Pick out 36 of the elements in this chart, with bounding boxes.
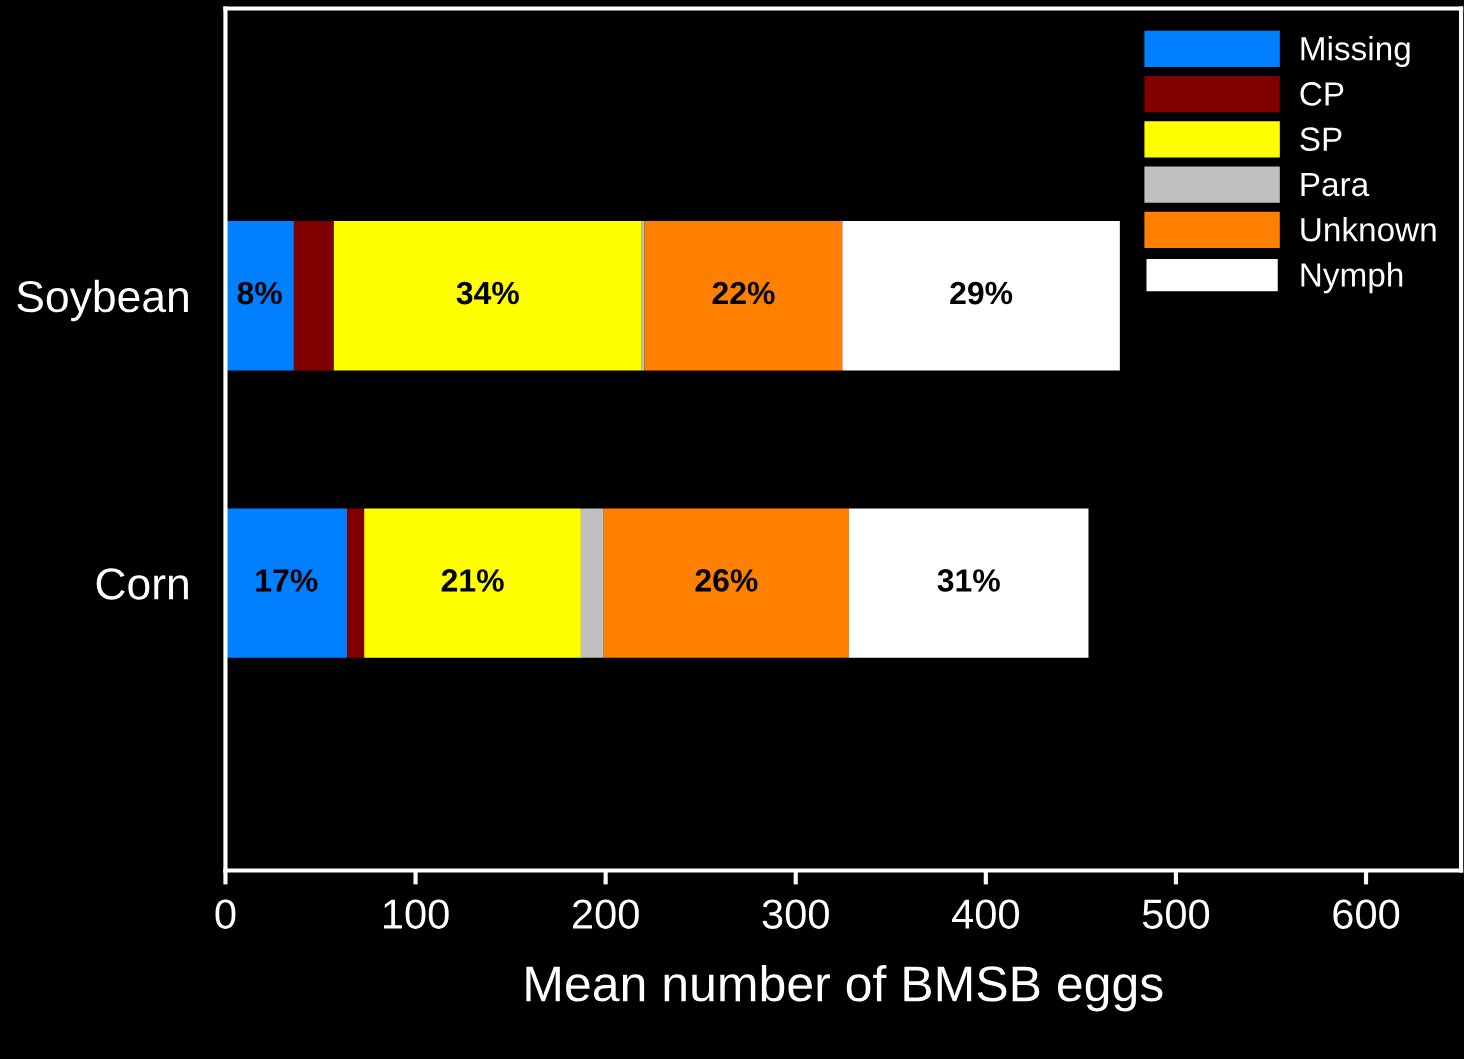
legend-label: Nymph [1301, 262, 1403, 294]
bar [603, 508, 849, 658]
annotation: 29% [950, 281, 1013, 305]
annotation: 8% [237, 281, 282, 305]
annotation: 31% [937, 569, 1000, 592]
x-axis-title: Mean number of BMSB eggs [526, 964, 1163, 1012]
bar [333, 221, 642, 371]
legend-label: Missing [1301, 35, 1410, 68]
bar [347, 508, 365, 658]
annotation: 26% [695, 569, 758, 592]
bar [364, 508, 581, 658]
bar [225, 508, 348, 658]
x-tick-label: 300 [762, 899, 829, 929]
y-tick-label: Soybean [17, 279, 188, 322]
legend-label: Unknown [1301, 216, 1436, 242]
x-tick-label: 100 [383, 899, 449, 929]
bar [842, 221, 1120, 371]
bar [848, 508, 1089, 658]
legend-label: CP [1300, 82, 1344, 106]
annotation: 34% [456, 281, 519, 305]
legend-label: SP [1300, 127, 1342, 151]
annotation: 17% [256, 569, 318, 592]
x-tick-label: 500 [1142, 899, 1210, 929]
x-tick-label: 200 [572, 899, 639, 929]
bar [293, 221, 334, 371]
y-tick-label: Corn [96, 568, 188, 600]
x-tick-label: 600 [1333, 899, 1400, 929]
x-tick-label: 400 [952, 899, 1019, 929]
annotation: 21% [441, 569, 504, 592]
annotation: 22% [712, 281, 775, 305]
bar [644, 221, 843, 371]
bar [580, 508, 604, 658]
x-tick-label: 0 [215, 899, 236, 929]
legend-label: Para [1301, 172, 1370, 197]
bar [641, 221, 645, 371]
bar [225, 221, 294, 371]
